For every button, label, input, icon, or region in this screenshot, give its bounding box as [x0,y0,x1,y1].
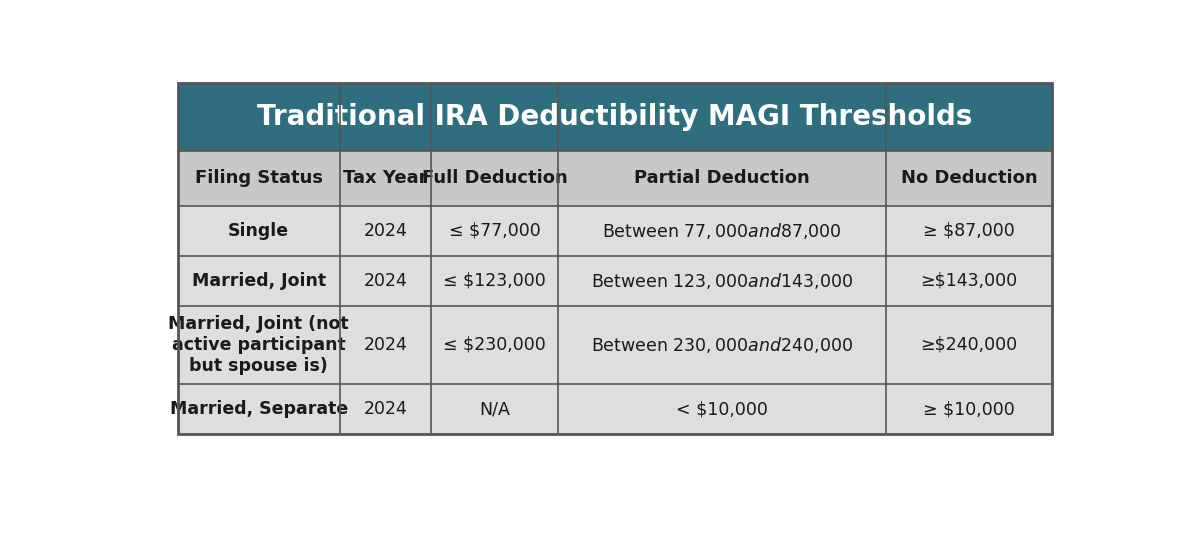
Bar [340,151,432,206]
Text: Single: Single [228,222,289,240]
Bar [558,206,886,256]
Text: Between $230,000 and $240,000: Between $230,000 and $240,000 [592,335,853,355]
Bar [432,384,558,434]
Bar [178,306,340,384]
Bar [432,306,558,384]
Bar [558,256,886,306]
Bar [178,83,1052,151]
Text: < $10,000: < $10,000 [676,400,768,418]
Bar [178,206,340,256]
Text: ≤ $77,000: ≤ $77,000 [449,222,541,240]
Text: Partial Deduction: Partial Deduction [635,169,810,187]
Bar [178,256,340,306]
Bar [886,206,1052,256]
Bar [432,256,558,306]
Text: Filing Status: Filing Status [194,169,323,187]
Text: 2024: 2024 [364,222,408,240]
Bar [558,384,886,434]
Text: ≤ $230,000: ≤ $230,000 [444,336,546,354]
Text: Married, Separate: Married, Separate [169,400,348,418]
Bar [886,306,1052,384]
Bar [886,384,1052,434]
Text: Traditional IRA Deductibility MAGI Thresholds: Traditional IRA Deductibility MAGI Thres… [257,103,973,131]
Bar [340,384,432,434]
Text: ≥$143,000: ≥$143,000 [920,272,1018,290]
Text: Between $77,000 and $87,000: Between $77,000 and $87,000 [602,221,842,241]
Bar [178,83,1052,434]
Text: No Deduction: No Deduction [901,169,1037,187]
Text: Full Deduction: Full Deduction [422,169,568,187]
Text: Married, Joint: Married, Joint [192,272,326,290]
Text: ≥ $87,000: ≥ $87,000 [923,222,1015,240]
Text: Tax Year: Tax Year [343,169,427,187]
Text: Married, Joint (not
active participant
but spouse is): Married, Joint (not active participant b… [168,315,349,375]
Bar [178,384,340,434]
Bar [340,306,432,384]
Text: 2024: 2024 [364,272,408,290]
Bar [432,206,558,256]
Text: ≤ $123,000: ≤ $123,000 [444,272,546,290]
Text: N/A: N/A [479,400,510,418]
Bar [558,151,886,206]
Text: 2024: 2024 [364,336,408,354]
Bar [432,151,558,206]
Bar [886,256,1052,306]
Bar [558,306,886,384]
Bar [886,151,1052,206]
Text: Between $123,000 and $143,000: Between $123,000 and $143,000 [592,271,853,291]
Bar [178,151,340,206]
Bar [340,206,432,256]
Text: ≥$240,000: ≥$240,000 [920,336,1018,354]
Text: ≥ $10,000: ≥ $10,000 [923,400,1015,418]
Bar [340,256,432,306]
Text: 2024: 2024 [364,400,408,418]
